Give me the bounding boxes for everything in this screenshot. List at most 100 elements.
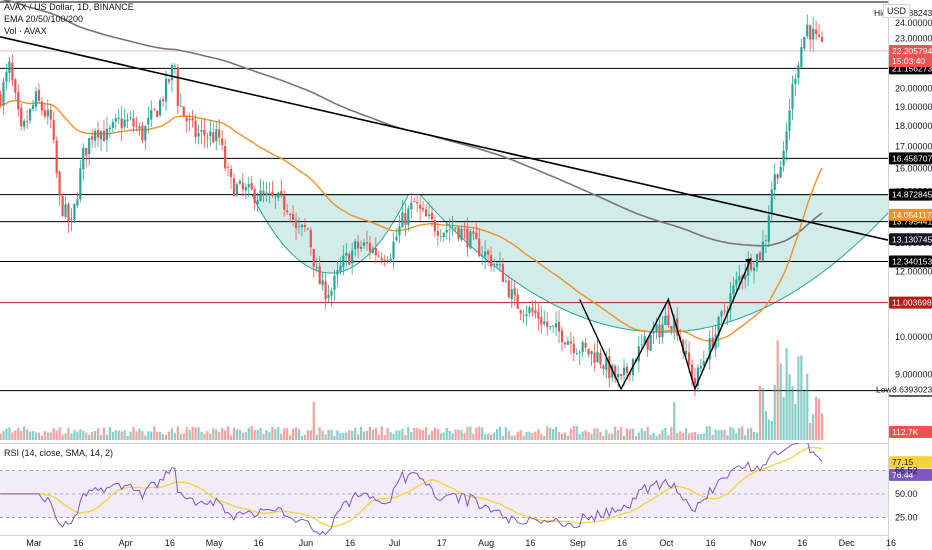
volume-bar xyxy=(67,427,70,440)
candle-body xyxy=(596,351,599,363)
candle-body xyxy=(197,132,200,137)
candle-body xyxy=(268,193,271,194)
candle-body xyxy=(563,342,567,345)
volume-bar xyxy=(519,430,522,440)
candle-body xyxy=(156,110,159,118)
volume-bar xyxy=(531,432,534,440)
volume-bar xyxy=(711,434,714,440)
volume-bar xyxy=(221,428,224,440)
volume-bar xyxy=(484,434,487,440)
candle-body xyxy=(58,171,61,196)
volume-bar xyxy=(744,434,747,440)
candle-body xyxy=(188,118,191,121)
ema200-price-label-box xyxy=(889,233,932,246)
volume-bar xyxy=(643,431,646,440)
candle-body xyxy=(354,241,357,250)
rsi-legend[interactable]: RSI (14, close, SMA, 14, 2) xyxy=(4,448,114,458)
volume-bar xyxy=(371,429,374,440)
candle-body xyxy=(265,192,268,196)
volume-bar xyxy=(602,435,605,440)
volume-bar xyxy=(481,427,484,440)
volume-bar xyxy=(289,435,292,440)
volume-bar xyxy=(206,431,209,440)
candle-body xyxy=(419,204,422,209)
candle-body xyxy=(333,275,336,291)
candle-body xyxy=(770,189,773,214)
volume-bar xyxy=(664,427,667,440)
candle-body xyxy=(297,226,301,227)
volume-bar xyxy=(383,434,386,440)
volume-bar xyxy=(430,431,434,440)
candle-body xyxy=(161,99,165,102)
candle-body xyxy=(280,191,283,194)
volume-bar xyxy=(389,432,392,440)
candle-body xyxy=(472,231,475,234)
candle-body xyxy=(469,231,472,249)
time-tick-label: 16 xyxy=(165,538,175,548)
ema-legend[interactable]: EMA 20/50/100/200 xyxy=(4,14,84,24)
price-axis[interactable]: 9.000000010.000000012.000000013.00000001… xyxy=(888,0,932,550)
volume-bar xyxy=(374,427,377,440)
candle-body xyxy=(543,321,546,325)
rsi-value-label-box xyxy=(889,456,932,469)
candle-body xyxy=(28,108,32,121)
candle-body xyxy=(448,229,451,231)
volume-bar xyxy=(569,428,572,440)
volume-bar xyxy=(156,431,159,440)
symbol-legend[interactable]: AVAX / US Dollar, 1D, BINANCE xyxy=(4,2,134,12)
volume-bar xyxy=(773,384,776,440)
candle-body xyxy=(593,352,596,363)
volume-bar xyxy=(23,426,26,440)
candle-body xyxy=(625,366,629,373)
volume-bar xyxy=(726,435,729,440)
candle-body xyxy=(173,65,176,67)
volume-value-label: 112.7K xyxy=(892,427,919,437)
volume-bar xyxy=(359,426,363,440)
ema50-price-label-box xyxy=(889,208,932,221)
volume-bar xyxy=(153,426,156,440)
candle-body xyxy=(489,255,493,267)
volume-bar xyxy=(297,429,301,440)
volume-bar xyxy=(368,426,372,440)
candle-body xyxy=(504,280,507,282)
candle-body xyxy=(259,190,262,202)
candle-body xyxy=(224,146,227,169)
candle-body xyxy=(560,330,564,343)
candle-body xyxy=(673,319,676,329)
candle-body xyxy=(484,251,487,257)
candle-body xyxy=(147,117,150,125)
volume-bar xyxy=(55,430,58,440)
volume-bar xyxy=(552,428,555,440)
volume-bar xyxy=(224,430,227,440)
time-axis[interactable]: Mar 16 Apr 16 May 16 Jun 16 Jul 17 Aug 16 Sep 16 Oct 16… xyxy=(0,535,896,549)
candle-body xyxy=(750,258,753,270)
volume-bar xyxy=(88,434,91,440)
candle-body xyxy=(797,65,800,79)
volume-legend[interactable]: Vol · AVAX xyxy=(4,26,47,36)
ema50-price-label: 14.0541177 xyxy=(892,210,932,220)
volume-bar xyxy=(232,427,236,440)
volume-bar xyxy=(800,355,803,440)
volume-bar xyxy=(702,433,705,440)
candle-body xyxy=(153,108,156,110)
volume-bar xyxy=(755,432,759,440)
volume-bar xyxy=(215,429,218,440)
volume-bar xyxy=(779,363,782,440)
volume-bar xyxy=(732,428,735,440)
volume-bar xyxy=(333,435,336,440)
volume-bar xyxy=(422,430,425,440)
candle-body xyxy=(324,281,327,300)
volume-bar xyxy=(741,426,744,440)
rsi-level-label: 50.00 xyxy=(895,489,918,499)
volume-bar xyxy=(20,431,23,440)
volume-bar xyxy=(40,435,44,440)
volume-bar xyxy=(306,430,309,440)
candle-body xyxy=(351,250,354,264)
price-tick-label: 17.0000000 xyxy=(895,142,932,152)
volume-bar xyxy=(339,433,342,440)
volume-bar xyxy=(587,432,590,440)
volume-bar xyxy=(812,414,815,440)
volume-bar xyxy=(631,428,635,440)
